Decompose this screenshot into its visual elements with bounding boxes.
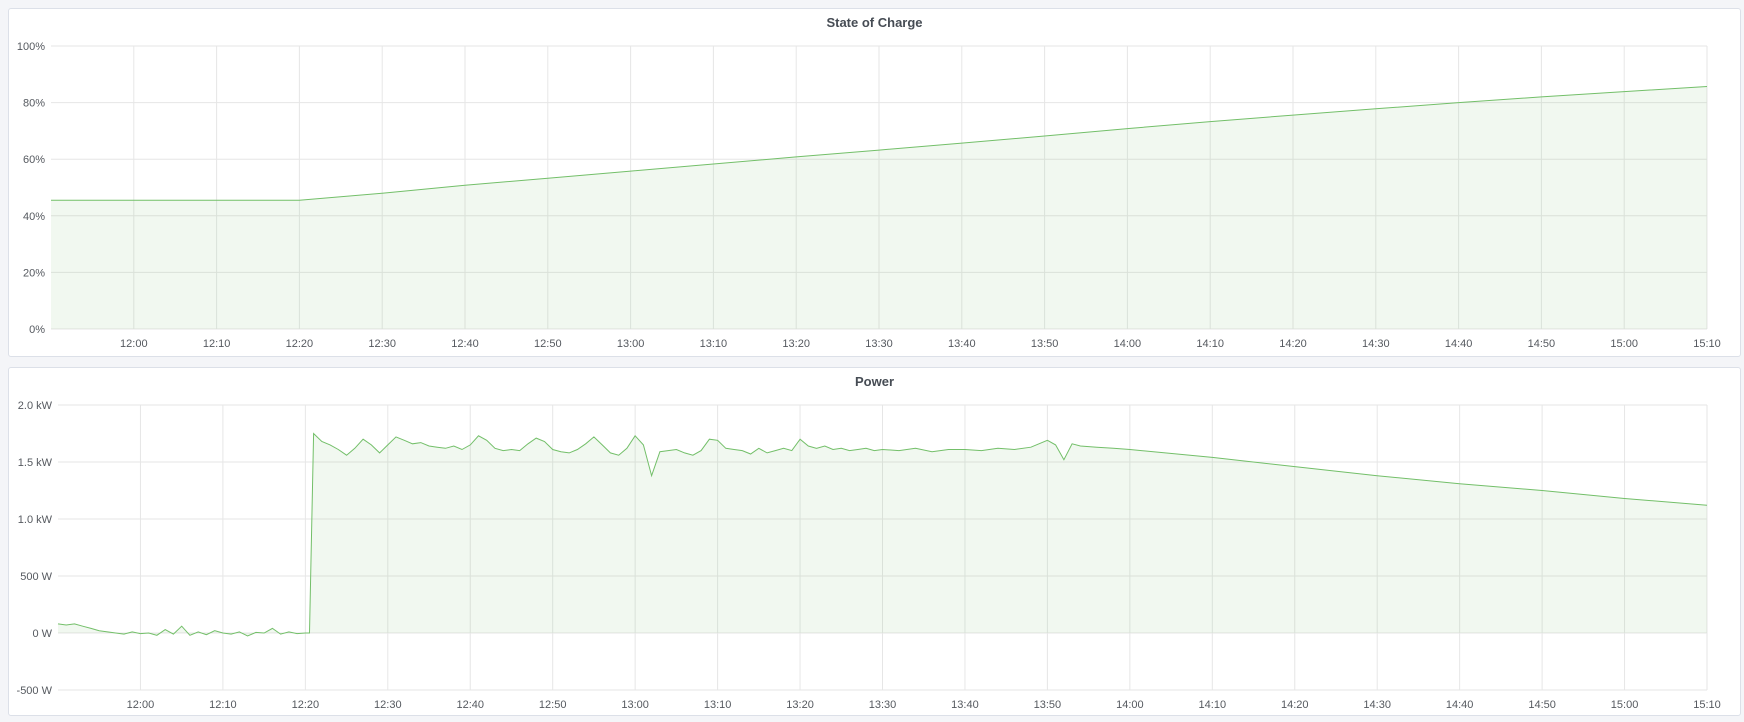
x-tick-label: 12:30 bbox=[368, 338, 396, 350]
x-tick-label: 12:20 bbox=[292, 699, 320, 711]
y-tick-label: 2.0 kW bbox=[18, 400, 53, 412]
series-area bbox=[51, 86, 1707, 329]
y-tick-label: 60% bbox=[23, 154, 45, 166]
x-tick-label: 12:50 bbox=[539, 699, 567, 711]
x-tick-label: 13:40 bbox=[948, 338, 976, 350]
x-tick-label: 12:40 bbox=[456, 699, 484, 711]
x-tick-label: 14:00 bbox=[1116, 699, 1144, 711]
x-tick-label: 13:10 bbox=[704, 699, 732, 711]
x-tick-label: 13:00 bbox=[617, 338, 645, 350]
x-tick-label: 13:40 bbox=[951, 699, 979, 711]
y-tick-label: 20% bbox=[23, 267, 45, 279]
panel-title: Power bbox=[854, 374, 894, 389]
y-tick-label: 0% bbox=[29, 324, 45, 336]
x-tick-label: 13:20 bbox=[786, 699, 814, 711]
x-tick-label: 12:40 bbox=[451, 338, 479, 350]
y-tick-label: 0 W bbox=[32, 628, 52, 640]
x-tick-label: 12:20 bbox=[286, 338, 314, 350]
x-tick-label: 15:10 bbox=[1693, 338, 1721, 350]
x-tick-label: 14:30 bbox=[1363, 699, 1391, 711]
state-of-charge-panel: State of Charge bbox=[8, 8, 1741, 357]
x-tick-label: 14:50 bbox=[1528, 699, 1556, 711]
x-tick-label: 12:50 bbox=[534, 338, 562, 350]
x-tick-label: 12:10 bbox=[203, 338, 231, 350]
y-tick-label: 40% bbox=[23, 211, 45, 223]
x-tick-label: 12:00 bbox=[120, 338, 148, 350]
x-tick-label: 14:40 bbox=[1446, 699, 1474, 711]
x-tick-label: 12:00 bbox=[127, 699, 155, 711]
x-tick-label: 12:30 bbox=[374, 699, 402, 711]
series-line bbox=[51, 86, 1708, 201]
x-tick-label: 14:30 bbox=[1362, 338, 1390, 350]
x-tick-label: 15:00 bbox=[1610, 338, 1638, 350]
x-tick-label: 14:50 bbox=[1528, 338, 1556, 350]
y-tick-label: 100% bbox=[17, 41, 45, 53]
y-tick-label: 1.0 kW bbox=[18, 514, 53, 526]
x-tick-label: 13:50 bbox=[1034, 699, 1062, 711]
x-tick-label: 14:00 bbox=[1114, 338, 1142, 350]
x-tick-label: 14:10 bbox=[1199, 699, 1227, 711]
x-tick-label: 15:10 bbox=[1693, 699, 1721, 711]
x-tick-label: 13:10 bbox=[700, 338, 728, 350]
x-tick-label: 13:50 bbox=[1031, 338, 1059, 350]
x-tick-label: 15:00 bbox=[1611, 699, 1639, 711]
x-tick-label: 13:30 bbox=[865, 338, 893, 350]
series-line bbox=[57, 432, 1708, 637]
y-tick-label: 500 W bbox=[20, 571, 52, 583]
x-tick-label: 14:20 bbox=[1281, 699, 1309, 711]
x-tick-label: 12:10 bbox=[209, 699, 237, 711]
x-tick-label: 13:20 bbox=[782, 338, 810, 350]
series-area bbox=[58, 433, 1707, 636]
x-tick-label: 13:00 bbox=[621, 699, 649, 711]
y-tick-label: 80% bbox=[23, 98, 45, 110]
panel-title: State of Charge bbox=[826, 15, 923, 30]
y-tick-label: -500 W bbox=[17, 685, 53, 697]
x-tick-label: 13:30 bbox=[869, 699, 897, 711]
x-tick-label: 14:40 bbox=[1445, 338, 1473, 350]
power-panel: Power bbox=[8, 367, 1741, 716]
y-tick-label: 1.5 kW bbox=[18, 457, 53, 469]
x-tick-label: 14:20 bbox=[1279, 338, 1307, 350]
x-tick-label: 14:10 bbox=[1196, 338, 1224, 350]
